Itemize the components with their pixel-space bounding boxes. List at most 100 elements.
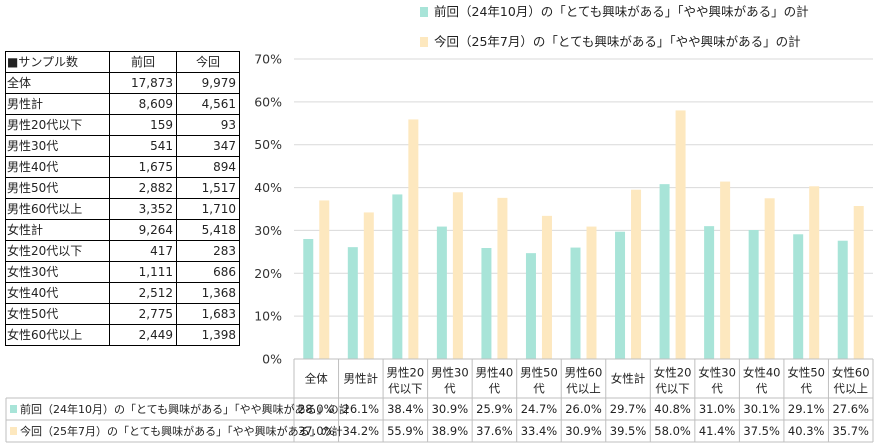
sample-count-prev: 1,675 [109, 156, 177, 178]
bar-prev [525, 253, 536, 359]
x-tick-label: 代 [711, 382, 723, 396]
sample-size-table: ■サンプル数 前回 今回 全体 17,873 9,979 男性計 8,609 4,561 男… [5, 51, 240, 346]
bar-curr [408, 119, 419, 359]
sample-table-row: 男性計 8,609 4,561 [5, 93, 240, 115]
series-name-curr: 今回（25年7月）の「とても興味がある」「やや興味がある」の計 [20, 424, 343, 438]
bar-curr [809, 186, 820, 359]
data-label-curr: 39.5% [610, 424, 647, 438]
x-tick-label: 男性40 [476, 366, 514, 380]
sample-table-row: 女性30代 1,111 686 [5, 261, 240, 283]
data-label-prev: 38.4% [387, 402, 424, 416]
x-tick-label: 代以下 [388, 382, 423, 396]
sample-table-row: 男性60代以上 3,352 1,710 [5, 198, 240, 220]
legend-item-prev: 前回（24年10月）の「とても興味がある」「やや興味がある」の計 [420, 2, 880, 32]
bar-prev [704, 226, 715, 359]
x-tick-label: 男性50 [520, 366, 558, 380]
bar-curr [319, 200, 330, 359]
bar-curr [675, 110, 686, 359]
sample-table-row: 全体 17,873 9,979 [5, 72, 240, 94]
chart-legend: 前回（24年10月）の「とても興味がある」「やや興味がある」の計 今回（25年7… [420, 2, 880, 62]
legend-label-curr: 今回（25年7月）の「とても興味がある」「やや興味がある」の計 [434, 34, 801, 49]
data-label-prev: 27.6% [832, 402, 869, 416]
sample-count-curr: 4,561 [176, 93, 240, 115]
bar-prev [570, 247, 581, 359]
bar-curr [497, 197, 508, 359]
series-swatch-prev [10, 405, 17, 413]
x-tick-label: 代以上 [833, 382, 868, 396]
x-tick-label: 代以上 [566, 382, 601, 396]
y-tick-label: 30% [254, 223, 282, 238]
bar-prev [615, 231, 626, 359]
data-label-prev: 31.0% [699, 402, 736, 416]
sample-count-prev: 159 [109, 114, 177, 136]
sample-header-curr: 今回 [176, 51, 240, 73]
sample-group-label: 全体 [5, 72, 110, 94]
sample-count-curr: 283 [176, 240, 240, 262]
bar-prev [392, 194, 403, 359]
bar-curr [363, 212, 374, 359]
x-tick-label: 男性30 [431, 366, 469, 380]
bar-curr [541, 215, 552, 359]
bar-prev [481, 248, 492, 359]
sample-count-prev: 2,449 [109, 324, 177, 346]
data-label-prev: 25.9% [476, 402, 513, 416]
data-label-prev: 24.7% [521, 402, 558, 416]
x-tick-label: 女性50 [787, 366, 825, 380]
bar-prev [347, 247, 358, 359]
sample-header-label: ■サンプル数 [5, 51, 110, 73]
sample-table-row: 男性50代 2,882 1,517 [5, 177, 240, 199]
bar-prev [837, 240, 848, 359]
data-label-prev: 40.8% [654, 402, 691, 416]
bar-curr [853, 206, 864, 359]
x-tick-label: 女性60 [832, 366, 870, 380]
x-tick-label: 女性20 [654, 366, 692, 380]
data-label-prev: 26.0% [565, 402, 602, 416]
legend-label-prev: 前回（24年10月）の「とても興味がある」「やや興味がある」の計 [434, 4, 809, 19]
data-label-prev: 29.7% [610, 402, 647, 416]
x-tick-label: 代 [756, 382, 768, 396]
data-label-prev: 28.0% [298, 402, 335, 416]
bar-prev [436, 226, 447, 359]
sample-count-prev: 417 [109, 240, 177, 262]
sample-count-curr: 9,979 [176, 72, 240, 94]
bar-curr [586, 226, 597, 359]
data-label-curr: 30.9% [565, 424, 602, 438]
sample-group-label: 女性計 [5, 219, 110, 241]
x-tick-label: 女性40 [743, 366, 781, 380]
legend-swatch-curr [420, 37, 428, 47]
sample-table-row: 女性計 9,264 5,418 [5, 219, 240, 241]
y-tick-label: 0% [262, 352, 282, 367]
data-label-curr: 33.4% [521, 424, 558, 438]
data-label-curr: 37.0% [298, 424, 335, 438]
sample-table-row: 女性40代 2,512 1,368 [5, 282, 240, 304]
data-label-prev: 29.1% [788, 402, 825, 416]
data-label-curr: 38.9% [432, 424, 469, 438]
sample-table-row: 女性20代以下 417 283 [5, 240, 240, 262]
data-label-prev: 30.9% [432, 402, 469, 416]
y-tick-label: 10% [254, 309, 282, 324]
y-tick-label: 60% [254, 94, 282, 109]
series-swatch-curr [10, 427, 17, 435]
x-tick-label: 男性60 [565, 366, 603, 380]
bar-curr [720, 181, 731, 359]
data-label-curr: 35.7% [832, 424, 869, 438]
sample-count-prev: 8,609 [109, 93, 177, 115]
x-tick-label: 男性20 [387, 366, 425, 380]
bar-curr [631, 189, 642, 359]
y-tick-label: 70% [254, 52, 282, 67]
bar-prev [659, 184, 670, 359]
sample-count-curr: 5,418 [176, 219, 240, 241]
data-label-curr: 40.3% [788, 424, 825, 438]
bar-prev [303, 239, 314, 359]
sample-table-row: 女性60代以上 2,449 1,398 [5, 324, 240, 346]
x-tick-label: 全体 [305, 372, 328, 386]
x-tick-label: 代 [533, 382, 545, 396]
sample-count-prev: 17,873 [109, 72, 177, 94]
series-name-prev: 前回（24年10月）の「とても興味がある」「やや興味がある」の計 [20, 402, 350, 416]
sample-count-curr: 1,398 [176, 324, 240, 346]
x-tick-label: 女性計 [611, 372, 646, 386]
data-label-prev: 26.1% [343, 402, 380, 416]
x-tick-label: 女性30 [698, 366, 736, 380]
x-tick-label: 男性計 [344, 372, 379, 386]
